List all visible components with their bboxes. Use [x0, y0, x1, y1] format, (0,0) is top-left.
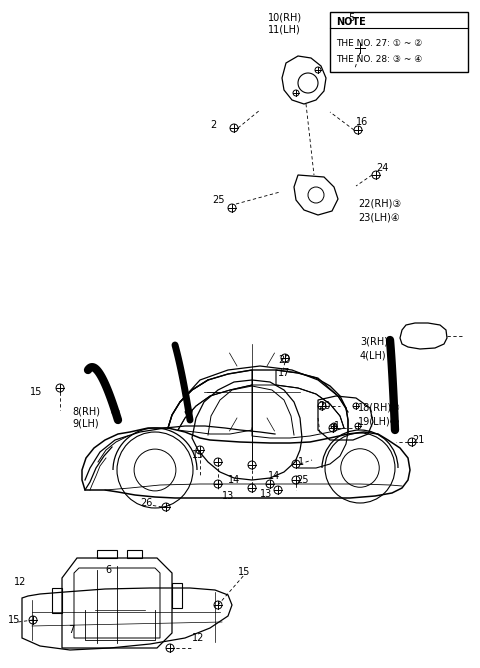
Text: 16: 16	[356, 117, 368, 127]
Text: 14: 14	[268, 471, 280, 481]
Text: 22(RH)③: 22(RH)③	[358, 199, 401, 209]
Text: 8(RH): 8(RH)	[72, 407, 100, 417]
Text: 14: 14	[228, 475, 240, 485]
Text: 25: 25	[296, 475, 309, 485]
Text: 11(LH): 11(LH)	[268, 25, 301, 35]
Text: 21: 21	[412, 435, 424, 445]
Text: 18(RH)①: 18(RH)①	[358, 403, 401, 413]
Text: 26: 26	[140, 498, 152, 508]
Text: 15: 15	[192, 450, 204, 460]
Text: 13: 13	[260, 489, 272, 499]
Text: 25: 25	[212, 195, 225, 205]
Text: 23(LH)④: 23(LH)④	[358, 213, 400, 223]
Text: 3(RH): 3(RH)	[360, 337, 388, 347]
Text: 20: 20	[278, 355, 290, 365]
Text: THE NO. 28: ③ ~ ④: THE NO. 28: ③ ~ ④	[336, 55, 422, 65]
Text: 10(RH): 10(RH)	[268, 13, 302, 23]
Text: 5: 5	[348, 13, 354, 23]
FancyBboxPatch shape	[330, 12, 468, 72]
Text: 12: 12	[192, 633, 204, 643]
Text: 12: 12	[14, 577, 26, 587]
Text: 1: 1	[298, 457, 304, 467]
Text: NOTE: NOTE	[336, 17, 366, 27]
Text: 17: 17	[278, 368, 290, 378]
Text: 2: 2	[210, 120, 216, 130]
Text: 15: 15	[238, 567, 251, 577]
Text: 15: 15	[30, 387, 42, 397]
Text: 20: 20	[318, 401, 330, 411]
Text: 13: 13	[222, 491, 234, 501]
Text: 24: 24	[376, 163, 388, 173]
Text: 15: 15	[8, 615, 20, 625]
Text: 9(LH): 9(LH)	[72, 419, 98, 429]
Text: THE NO. 27: ① ~ ②: THE NO. 27: ① ~ ②	[336, 39, 422, 49]
Text: 7: 7	[68, 625, 74, 635]
Text: 6: 6	[105, 565, 111, 575]
Text: 4(LH): 4(LH)	[360, 351, 386, 361]
Text: 19(LH)②: 19(LH)②	[358, 417, 399, 427]
Text: 1: 1	[334, 421, 340, 431]
